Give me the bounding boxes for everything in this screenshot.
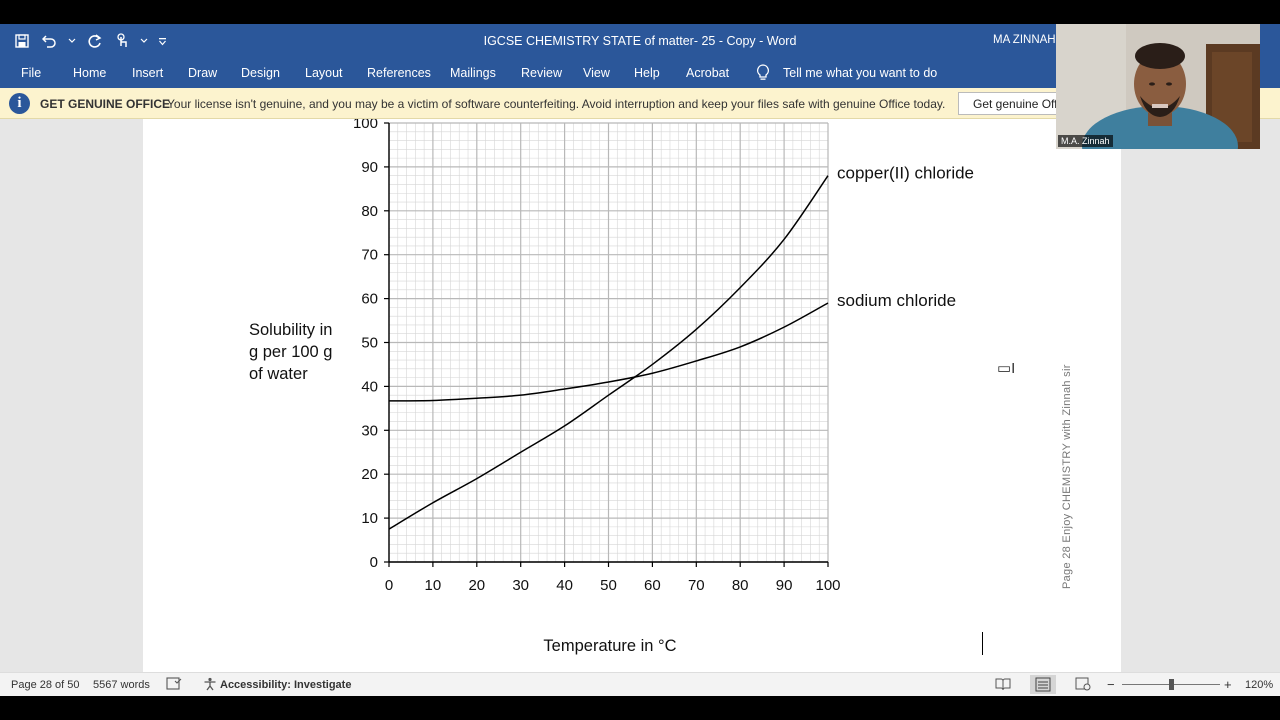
document-page[interactable]: 0 10 20 30 40 50 60 70 80 90 100 0 10 20 30 40 50 60 70 80 9… [143, 119, 1121, 672]
tab-references[interactable]: References [367, 66, 431, 80]
y-axis-title: of water [249, 365, 308, 383]
axes [384, 122, 829, 567]
accessibility-icon[interactable] [203, 677, 217, 694]
x-axis-title: Temperature in °C [543, 637, 676, 655]
touch-mode-icon[interactable] [112, 31, 132, 51]
tab-acrobat[interactable]: Acrobat [686, 66, 730, 80]
y-tick-label: 20 [361, 466, 378, 483]
y-axis-title: g per 100 g [249, 343, 332, 361]
proofing-icon[interactable] [166, 677, 182, 694]
x-tick-label: 50 [600, 577, 617, 594]
x-tick-label: 70 [688, 577, 705, 594]
text-cursor-icon: ▭I [997, 360, 1016, 377]
tab-help[interactable]: Help [634, 66, 660, 80]
undo-icon[interactable] [40, 31, 60, 51]
data-series [389, 175, 829, 530]
status-bar: Page 28 of 50 5567 words Accessibility: … [0, 672, 1280, 696]
tab-view[interactable]: View [583, 66, 610, 80]
zoom-out-icon[interactable]: − [1107, 677, 1115, 692]
web-layout-icon[interactable] [1075, 677, 1091, 694]
quick-access-toolbar [12, 31, 168, 51]
series-label: copper(II) chloride [837, 164, 974, 183]
document-title: IGCSE CHEMISTRY STATE of matter- 25 - Co… [483, 34, 797, 48]
y-tick-label: 60 [361, 291, 378, 308]
lightbulb-icon[interactable] [756, 64, 770, 85]
zoom-slider-thumb[interactable] [1169, 679, 1174, 690]
x-tick-label: 20 [468, 577, 485, 594]
chart-labels: 0 10 20 30 40 50 60 70 80 90 100 0 10 20 30 40 50 60 70 80 9… [249, 119, 974, 655]
series-label: sodium chloride [837, 291, 956, 310]
get-genuine-office-button[interactable]: Get genuine Off [958, 92, 1068, 115]
x-tick-label: 60 [644, 577, 661, 594]
read-mode-icon[interactable] [995, 677, 1011, 694]
tell-me-search[interactable]: Tell me what you want to do [783, 66, 938, 80]
accessibility-status[interactable]: Accessibility: Investigate [220, 679, 352, 691]
tab-file[interactable]: File [21, 66, 42, 80]
y-tick-label: 40 [361, 378, 378, 395]
x-tick-label: 30 [512, 577, 529, 594]
y-tick-label: 80 [361, 203, 378, 220]
x-tick-label: 10 [425, 577, 442, 594]
x-tick-label: 80 [732, 577, 749, 594]
page-margin-text: Page 28 Enjoy CHEMISTRY with Zinnah sir [1061, 364, 1073, 589]
tab-design[interactable]: Design [241, 66, 280, 80]
zoom-level[interactable]: 120% [1245, 679, 1274, 691]
x-tick-label: 40 [556, 577, 573, 594]
y-tick-label: 30 [361, 422, 378, 439]
y-tick-label: 70 [361, 247, 378, 264]
print-layout-icon[interactable] [1030, 675, 1056, 694]
y-tick-label: 90 [361, 159, 378, 176]
tab-review[interactable]: Review [521, 66, 562, 80]
y-tick-label: 100 [353, 119, 378, 132]
chevron-down-icon[interactable] [68, 31, 76, 51]
tab-mailings[interactable]: Mailings [450, 66, 496, 80]
message-text: Your license isn't genuine, and you may … [167, 97, 946, 111]
series-line-1 [389, 302, 829, 402]
tab-draw[interactable]: Draw [188, 66, 218, 80]
y-axis-title: Solubility in [249, 321, 332, 339]
page-count[interactable]: Page 28 of 50 [11, 679, 80, 691]
x-tick-label: 0 [385, 577, 393, 594]
chevron-down-icon[interactable] [140, 31, 148, 51]
y-tick-label: 50 [361, 335, 378, 352]
message-title: GET GENUINE OFFICE [40, 97, 171, 111]
word-count[interactable]: 5567 words [93, 679, 150, 691]
tab-home[interactable]: Home [73, 66, 107, 80]
webcam-name-tag: M.A. Zinnah [1058, 135, 1113, 147]
solubility-chart: 0 10 20 30 40 50 60 70 80 90 100 0 10 20 30 40 50 60 70 80 9… [249, 119, 974, 655]
y-tick-label: 10 [361, 510, 378, 527]
y-tick-label: 0 [370, 554, 378, 571]
redo-icon[interactable] [84, 31, 104, 51]
info-icon: i [9, 93, 30, 114]
customize-toolbar-icon[interactable] [156, 31, 168, 51]
tab-layout[interactable]: Layout [305, 66, 343, 80]
major-gridlines [388, 122, 829, 563]
user-name[interactable]: MA ZINNAH [993, 34, 1056, 46]
webcam-image [1056, 24, 1260, 149]
series-line-0 [389, 175, 829, 530]
save-icon[interactable] [12, 31, 32, 51]
insertion-cursor [982, 632, 983, 655]
x-tick-label: 100 [815, 577, 840, 594]
webcam-video: M.A. Zinnah [1056, 24, 1260, 149]
x-tick-label: 90 [776, 577, 793, 594]
tab-insert[interactable]: Insert [132, 66, 164, 80]
zoom-in-icon[interactable]: + [1224, 677, 1232, 692]
